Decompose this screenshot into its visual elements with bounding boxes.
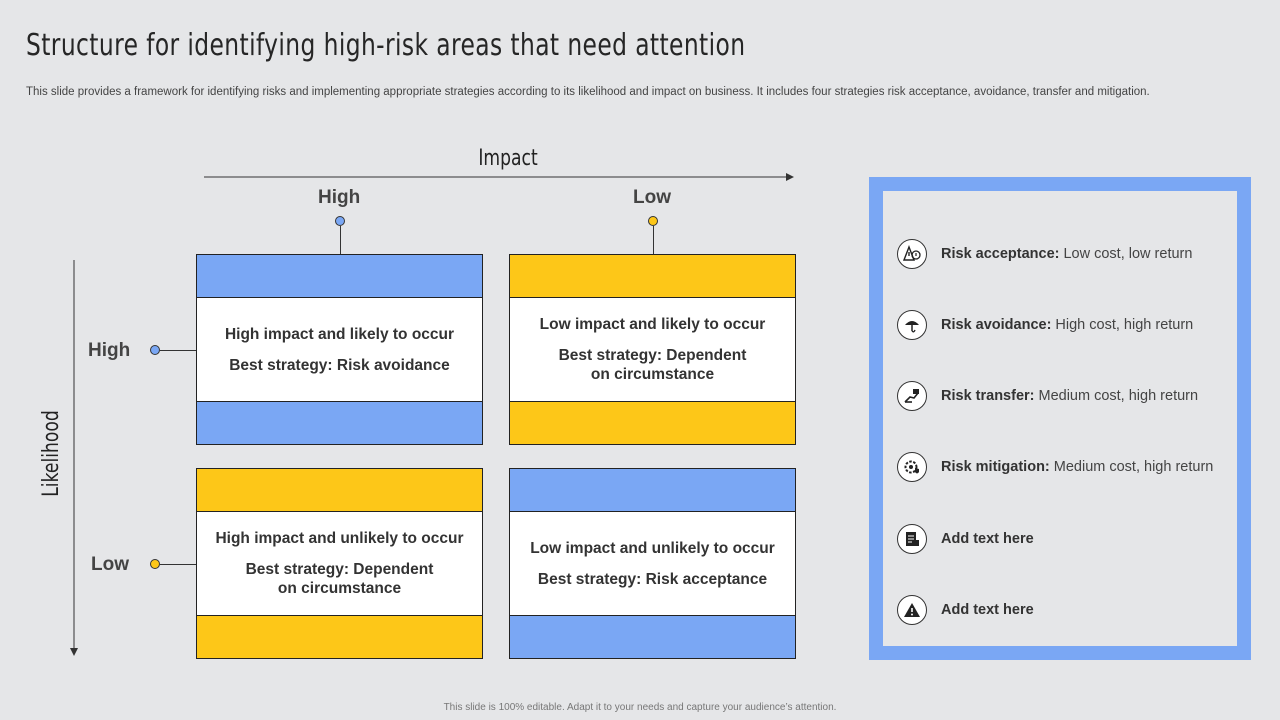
impact-high-dot <box>335 216 345 226</box>
cell-bottom-band <box>197 616 482 658</box>
legend-text: High cost, high return <box>1055 317 1194 333</box>
legend-item-risk-avoidance: Risk avoidance: High cost, high return <box>897 309 1193 341</box>
likelihood-low-connector <box>160 564 197 565</box>
cell-strategy: Best strategy: Dependent on circumstance <box>558 347 747 383</box>
impact-high-label: High <box>318 187 361 208</box>
legend-item-risk-transfer: Risk transfer: Medium cost, high return <box>897 380 1198 412</box>
slide-subtitle: This slide provides a framework for iden… <box>26 86 1150 98</box>
strategy-legend-panel: Risk acceptance: Low cost, low return Ri… <box>869 177 1251 660</box>
legend-label: Add text here <box>941 602 1034 618</box>
slide-footer: This slide is 100% editable. Adapt it to… <box>443 702 837 713</box>
cell-top-band <box>510 255 795 297</box>
legend-item-risk-acceptance: Risk acceptance: Low cost, low return <box>897 238 1192 270</box>
cell-heading: High impact and likely to occur <box>224 325 455 343</box>
legend-item-placeholder-2: Add text here <box>897 594 1038 626</box>
legend-label: Add text here <box>941 531 1034 547</box>
hand-transfer-icon <box>897 381 927 411</box>
matrix-cell-low-impact-likely: Low impact and likely to occur Best stra… <box>509 254 796 445</box>
likelihood-high-dot <box>150 345 160 355</box>
warning-sign-icon <box>897 239 927 269</box>
cell-bottom-band <box>510 616 795 658</box>
cell-strategy: Best strategy: Risk acceptance <box>537 570 768 588</box>
matrix-cell-high-impact-likely: High impact and likely to occur Best str… <box>196 254 483 445</box>
legend-text: Low cost, low return <box>1063 246 1193 262</box>
legend-text: Medium cost, high return <box>1038 388 1199 404</box>
document-icon <box>897 524 927 554</box>
legend-item-placeholder-1: Add text here <box>897 523 1038 555</box>
cell-top-band <box>197 469 482 511</box>
impact-low-connector <box>653 226 654 254</box>
legend-label: Risk avoidance: <box>941 317 1052 333</box>
cell-top-band <box>197 255 482 297</box>
likelihood-low-dot <box>150 559 160 569</box>
impact-axis-title: Impact <box>478 146 538 171</box>
legend-text: Medium cost, high return <box>1053 459 1214 475</box>
cell-strategy: Best strategy: Risk avoidance <box>229 356 450 374</box>
cell-strategy: Best strategy: Dependent on circumstance <box>245 561 434 597</box>
cell-bottom-band <box>197 402 482 444</box>
likelihood-axis-title: Likelihood <box>38 410 64 497</box>
likelihood-low-label: Low <box>91 554 129 575</box>
legend-label: Risk acceptance: <box>941 246 1060 262</box>
gear-shield-icon <box>897 452 927 482</box>
impact-axis-arrow <box>204 173 794 181</box>
legend-item-risk-mitigation: Risk mitigation: Medium cost, high retur… <box>897 451 1213 483</box>
legend-label: Risk transfer: <box>941 388 1035 404</box>
cell-heading: Low impact and likely to occur <box>539 316 766 333</box>
cell-top-band <box>510 469 795 511</box>
slide-title: Structure for identifying high-risk area… <box>26 28 746 63</box>
umbrella-icon <box>897 310 927 340</box>
alert-triangle-icon <box>897 595 927 625</box>
matrix-cell-high-impact-unlikely: High impact and unlikely to occur Best s… <box>196 468 483 659</box>
cell-bottom-band <box>510 402 795 444</box>
likelihood-high-connector <box>160 350 197 351</box>
likelihood-axis-arrow <box>70 260 78 656</box>
likelihood-high-label: High <box>88 340 131 361</box>
legend-label: Risk mitigation: <box>941 459 1050 475</box>
matrix-cell-low-impact-unlikely: Low impact and unlikely to occur Best st… <box>509 468 796 659</box>
cell-heading: Low impact and unlikely to occur <box>530 539 775 557</box>
impact-high-connector <box>340 226 341 254</box>
cell-heading: High impact and unlikely to occur <box>215 530 464 547</box>
impact-low-dot <box>648 216 658 226</box>
impact-low-label: Low <box>633 187 671 208</box>
